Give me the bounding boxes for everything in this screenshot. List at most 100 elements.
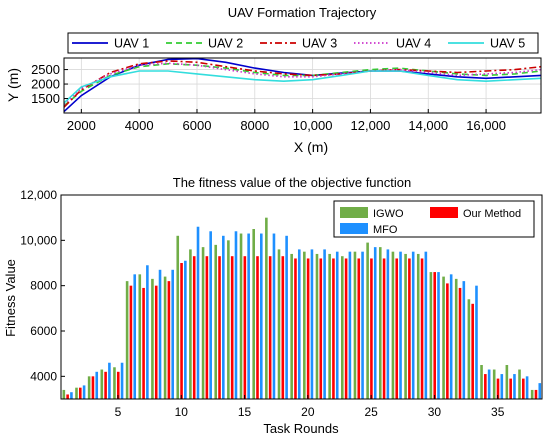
fitness-bar-mfo (158, 269, 162, 399)
fitness-y-tick-label: 8000 (30, 279, 57, 293)
trajectory-y-tick-label: 2500 (31, 62, 60, 77)
fitness-axes-box (60, 194, 543, 400)
fitness-bar-our-method (142, 287, 145, 399)
trajectory-legend-label: UAV 4 (396, 37, 431, 51)
fitness-bar-igwo (227, 240, 230, 399)
fitness-y-tick-label: 10,000 (20, 233, 57, 247)
fitness-title: The fitness value of the objective funct… (173, 175, 411, 190)
fitness-bar-igwo (87, 376, 91, 399)
fitness-bar-our-method (256, 256, 259, 399)
trajectory-plot-area (64, 58, 541, 113)
fitness-bar-our-method (433, 272, 437, 399)
fitness-x-tick-label: 5 (115, 405, 122, 419)
fitness-y-tick-label: 12,000 (20, 188, 57, 202)
fitness-bar-igwo (138, 274, 142, 399)
fitness-bar-igwo (328, 253, 331, 399)
fitness-bar-our-method (319, 258, 323, 399)
fitness-bar-our-method (382, 258, 386, 399)
fitness-bar-igwo (100, 369, 104, 399)
fitness-bar-mfo (323, 249, 326, 399)
fitness-bar-mfo (222, 235, 225, 399)
fitness-bar-mfo (361, 251, 364, 399)
fitness-bar-our-method (344, 258, 348, 399)
trajectory-legend-label: UAV 5 (490, 37, 525, 51)
trajectory-legend-box (67, 32, 539, 54)
fitness-bar-our-method (104, 371, 107, 399)
fitness-bar-mfo (171, 269, 174, 399)
trajectory-y-tick-label: 2000 (31, 77, 60, 92)
fitness-bar-mfo (525, 376, 529, 399)
trajectory-x-tick-label: 12,000 (351, 118, 391, 133)
fitness-bar-mfo (297, 249, 301, 399)
fitness-x-ticks: 5 10 15 20 25 30 35 (115, 395, 505, 419)
trajectory-x-tick-label: 2000 (67, 118, 96, 133)
fitness-bar-mfo (146, 265, 149, 399)
fitness-bar-our-method (484, 374, 487, 399)
fitness-bar-our-method (496, 378, 500, 399)
fitness-bar-igwo (341, 256, 344, 399)
fitness-bar-igwo (75, 387, 78, 399)
trajectory-x-tick-label: 10,000 (293, 118, 333, 133)
fitness-bar-mfo (209, 231, 212, 399)
fitness-bar-igwo (505, 365, 509, 399)
fitness-bar-mfo (449, 274, 453, 399)
fitness-bar-mfo (386, 249, 390, 399)
fitness-x-tick-label: 15 (238, 405, 252, 419)
fitness-bar-igwo (429, 272, 433, 399)
fitness-y-label: Fitness Value (3, 259, 18, 337)
fitness-bar-mfo (475, 285, 478, 399)
fitness-legend-swatch (340, 223, 368, 234)
trajectory-series-uav-5 (63, 70, 542, 104)
fitness-legend-label: IGWO (373, 208, 404, 220)
fitness-bar-igwo (125, 281, 129, 399)
fitness-bar-our-method (522, 378, 525, 399)
fitness-bar-igwo (303, 251, 306, 399)
fitness-bar-igwo (113, 367, 116, 399)
fitness-bar-our-method (167, 281, 171, 399)
fitness-legend-swatch (340, 207, 368, 218)
fitness-bar-mfo (513, 374, 516, 399)
fitness-bar-our-method (294, 258, 297, 399)
fitness-bar-mfo (95, 371, 99, 399)
fitness-bar-igwo (416, 253, 420, 399)
fitness-bar-our-method (446, 283, 449, 399)
fitness-bar-mfo (272, 233, 276, 399)
fitness-bar-mfo (108, 362, 111, 399)
fitness-bar-mfo (399, 251, 402, 399)
fitness-bar-our-method (471, 303, 474, 399)
fitness-bar-igwo (353, 251, 357, 399)
fitness-x-tick-label: 20 (301, 405, 315, 419)
fitness-bar-igwo (265, 217, 268, 399)
trajectory-x-tick-label: 14,000 (408, 118, 448, 133)
fitness-bar-our-method (180, 263, 183, 399)
fitness-bar-our-method (534, 389, 538, 399)
fitness-bar-mfo (500, 374, 504, 399)
fitness-bar-mfo (462, 281, 466, 399)
fitness-bar-our-method (192, 256, 196, 399)
fitness-bar-our-method (243, 256, 247, 399)
fitness-bar-mfo (538, 383, 542, 399)
fitness-bar-our-method (370, 258, 373, 399)
fitness-bar-mfo (120, 362, 124, 399)
trajectory-y-label: Y (m) (5, 68, 21, 102)
fitness-bar-igwo (151, 278, 154, 399)
trajectory-y-tick-label: 1500 (31, 91, 60, 106)
fitness-bar-igwo (467, 299, 471, 399)
fitness-bar-our-method (357, 258, 361, 399)
fitness-bar-our-method (420, 258, 424, 399)
fitness-bar-igwo (480, 365, 483, 399)
trajectory-x-tick-label: 16,000 (466, 118, 506, 133)
fitness-x-tick-label: 10 (175, 405, 189, 419)
fitness-bar-igwo (442, 276, 445, 399)
fitness-bar-igwo (176, 235, 180, 399)
fitness-legend-label: MFO (373, 224, 398, 236)
fitness-legend: IGWO Our Method MFO (333, 200, 535, 238)
fitness-bar-igwo (277, 249, 281, 399)
fitness-bar-igwo (252, 229, 255, 399)
fitness-bar-igwo (518, 369, 521, 399)
fitness-bar-mfo (260, 233, 263, 399)
fitness-bar-mfo (424, 251, 428, 399)
fitness-x-tick-label: 25 (364, 405, 378, 419)
fitness-bar-our-method (129, 285, 133, 399)
